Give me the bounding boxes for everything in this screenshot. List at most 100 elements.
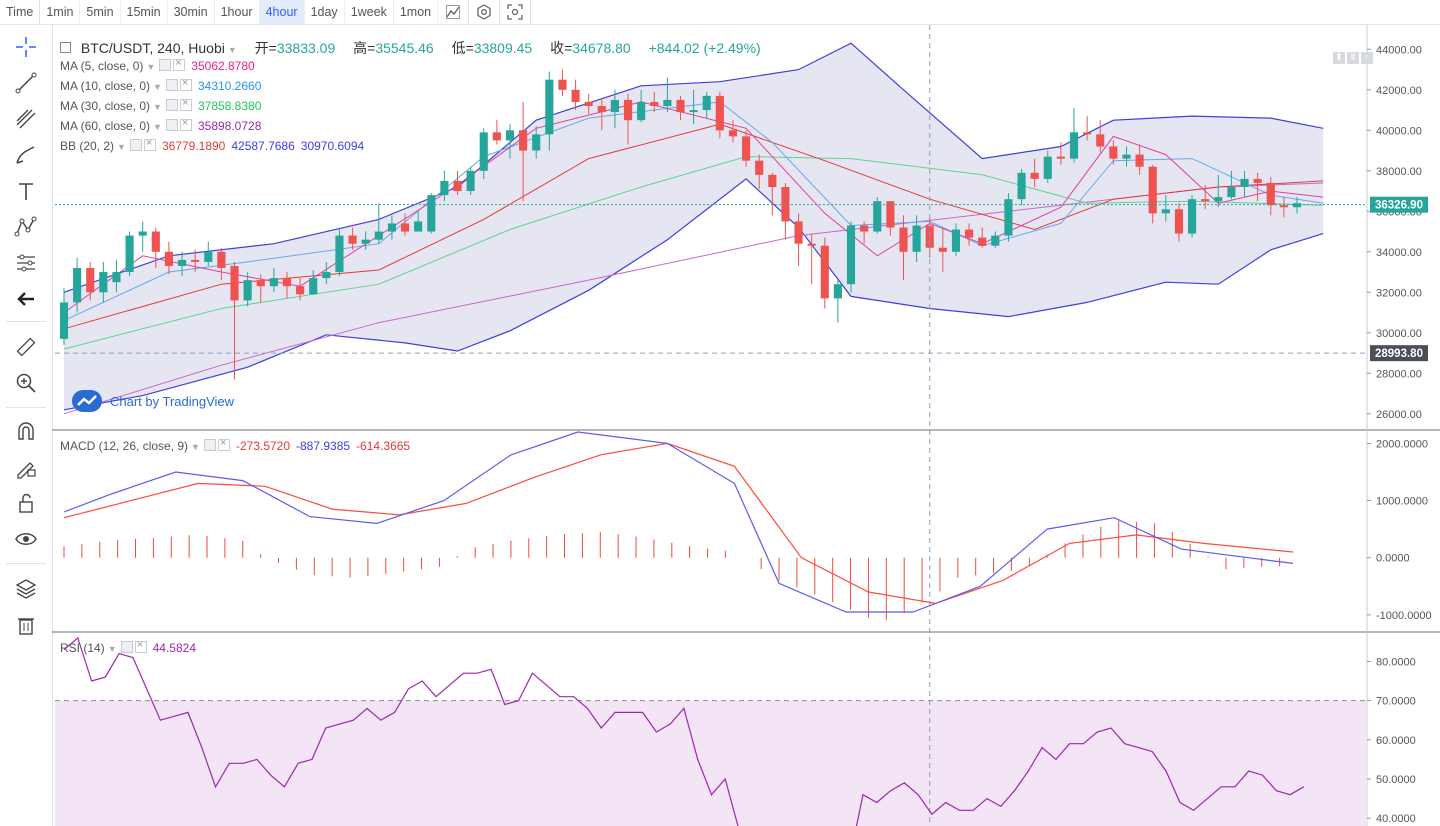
bollinger-lower: [63, 178, 1324, 411]
price-tick-label: 34000.00: [1376, 247, 1422, 259]
candle-body: [453, 180, 462, 192]
candle-body: [309, 278, 318, 295]
ma60-name: MA (60, close, 0): [60, 119, 151, 133]
gear-icon[interactable]: [165, 99, 178, 111]
candle: [1004, 193, 1013, 242]
candle: [794, 213, 803, 266]
close-value: 34678.80: [572, 40, 631, 56]
candle: [453, 170, 462, 196]
candle: [479, 128, 488, 179]
pane-controls[interactable]: ⬆ Ⅱ ▫: [1333, 52, 1373, 64]
forecast-icon[interactable]: [10, 249, 42, 277]
candle: [296, 278, 305, 301]
rsi-tick-label: 40.0000: [1376, 813, 1416, 825]
candle: [781, 182, 790, 240]
candle: [873, 197, 882, 234]
candle-body: [912, 225, 921, 252]
candle-body: [269, 278, 278, 287]
timeframe-1hour[interactable]: 1hour: [215, 0, 260, 24]
bb-name: BB (20, 2): [60, 139, 115, 153]
candle-body: [846, 225, 856, 285]
candle-body: [374, 231, 383, 240]
candle: [1266, 176, 1275, 216]
brush-icon[interactable]: [10, 141, 42, 169]
tradingview-watermark[interactable]: Chart by TradingView: [72, 390, 234, 412]
candle-body: [702, 95, 711, 111]
chart-type-icon[interactable]: [438, 0, 470, 24]
price-tick-label: 32000.00: [1376, 287, 1422, 299]
timeframe-30min[interactable]: 30min: [168, 0, 215, 24]
layers-icon[interactable]: [10, 575, 42, 603]
trash-icon[interactable]: [10, 611, 42, 639]
candle: [1017, 168, 1026, 206]
crosshair-icon[interactable]: [10, 33, 42, 61]
lock-drawing-icon[interactable]: [10, 453, 42, 481]
candle-body: [1253, 178, 1262, 183]
ruler-icon[interactable]: [10, 333, 42, 361]
close-icon[interactable]: [179, 77, 192, 91]
candle-body: [1292, 203, 1302, 208]
candle: [899, 215, 908, 281]
last-price-tag: 36326.90: [1375, 200, 1423, 212]
timeframe-4hour[interactable]: 4hour: [259, 0, 305, 24]
gear-icon[interactable]: [159, 59, 172, 71]
macd-hist-value: -273.5720: [235, 439, 291, 453]
candle-body: [833, 284, 842, 299]
pattern-icon[interactable]: [10, 213, 42, 241]
unlock-icon[interactable]: [10, 489, 42, 517]
back-arrow-icon[interactable]: [10, 285, 42, 313]
macd-tick-label: -1000.0000: [1376, 610, 1432, 622]
close-icon[interactable]: [217, 437, 230, 451]
candle-body: [1240, 178, 1249, 187]
change-value: +844.02 (+2.49%): [648, 40, 761, 56]
ma10-value: 34310.2660: [197, 79, 262, 93]
candle-body: [1083, 132, 1092, 135]
timeframe-5min[interactable]: 5min: [80, 0, 121, 24]
gear-icon[interactable]: [129, 139, 142, 151]
move-up-icon[interactable]: ⬆: [1333, 52, 1345, 64]
candle-body: [466, 170, 475, 192]
settings-icon[interactable]: [469, 0, 501, 24]
fib-icon[interactable]: [10, 105, 42, 133]
candle: [886, 201, 895, 236]
magnet-icon[interactable]: [10, 417, 42, 445]
eye-icon[interactable]: [10, 525, 42, 553]
timeframe-1week[interactable]: 1week: [345, 0, 394, 24]
macd-tick-label: 0.0000: [1376, 553, 1410, 565]
candle-body: [1266, 182, 1275, 206]
trend-line-icon[interactable]: [10, 69, 42, 97]
candle-body: [322, 272, 331, 279]
gear-icon[interactable]: [165, 79, 178, 91]
candle: [1069, 108, 1079, 163]
timeframe-1mon[interactable]: 1mon: [394, 0, 439, 24]
price-tick-label: 30000.00: [1376, 328, 1422, 340]
close-icon[interactable]: [143, 137, 156, 151]
drawing-toolbar: [0, 25, 53, 826]
timeframe-15min[interactable]: 15min: [121, 0, 168, 24]
collapse-icon[interactable]: [60, 42, 71, 53]
zoom-in-icon[interactable]: [10, 369, 42, 397]
screenshot-icon[interactable]: [500, 0, 532, 24]
close-icon[interactable]: [179, 97, 192, 111]
candle: [519, 101, 528, 202]
gear-icon[interactable]: [120, 641, 133, 653]
rsi-legend: RSI (14)▼44.5824: [60, 639, 196, 655]
candle: [1109, 140, 1118, 165]
low-label: 低=: [451, 40, 474, 56]
text-icon[interactable]: [10, 177, 42, 205]
close-icon[interactable]: [173, 57, 186, 71]
close-icon[interactable]: [134, 639, 147, 653]
candle-body: [951, 229, 961, 252]
candle: [400, 213, 410, 236]
candle: [623, 93, 633, 145]
candle: [951, 223, 961, 256]
pause-icon[interactable]: Ⅱ: [1347, 52, 1359, 64]
timeframe-1day[interactable]: 1day: [305, 0, 345, 24]
close-icon[interactable]: [179, 117, 192, 131]
gear-icon[interactable]: [203, 439, 216, 451]
timeframe-time[interactable]: Time: [0, 0, 41, 24]
timeframe-1min[interactable]: 1min: [40, 0, 81, 24]
maximize-icon[interactable]: ▫: [1361, 52, 1373, 64]
gear-icon[interactable]: [165, 119, 178, 131]
